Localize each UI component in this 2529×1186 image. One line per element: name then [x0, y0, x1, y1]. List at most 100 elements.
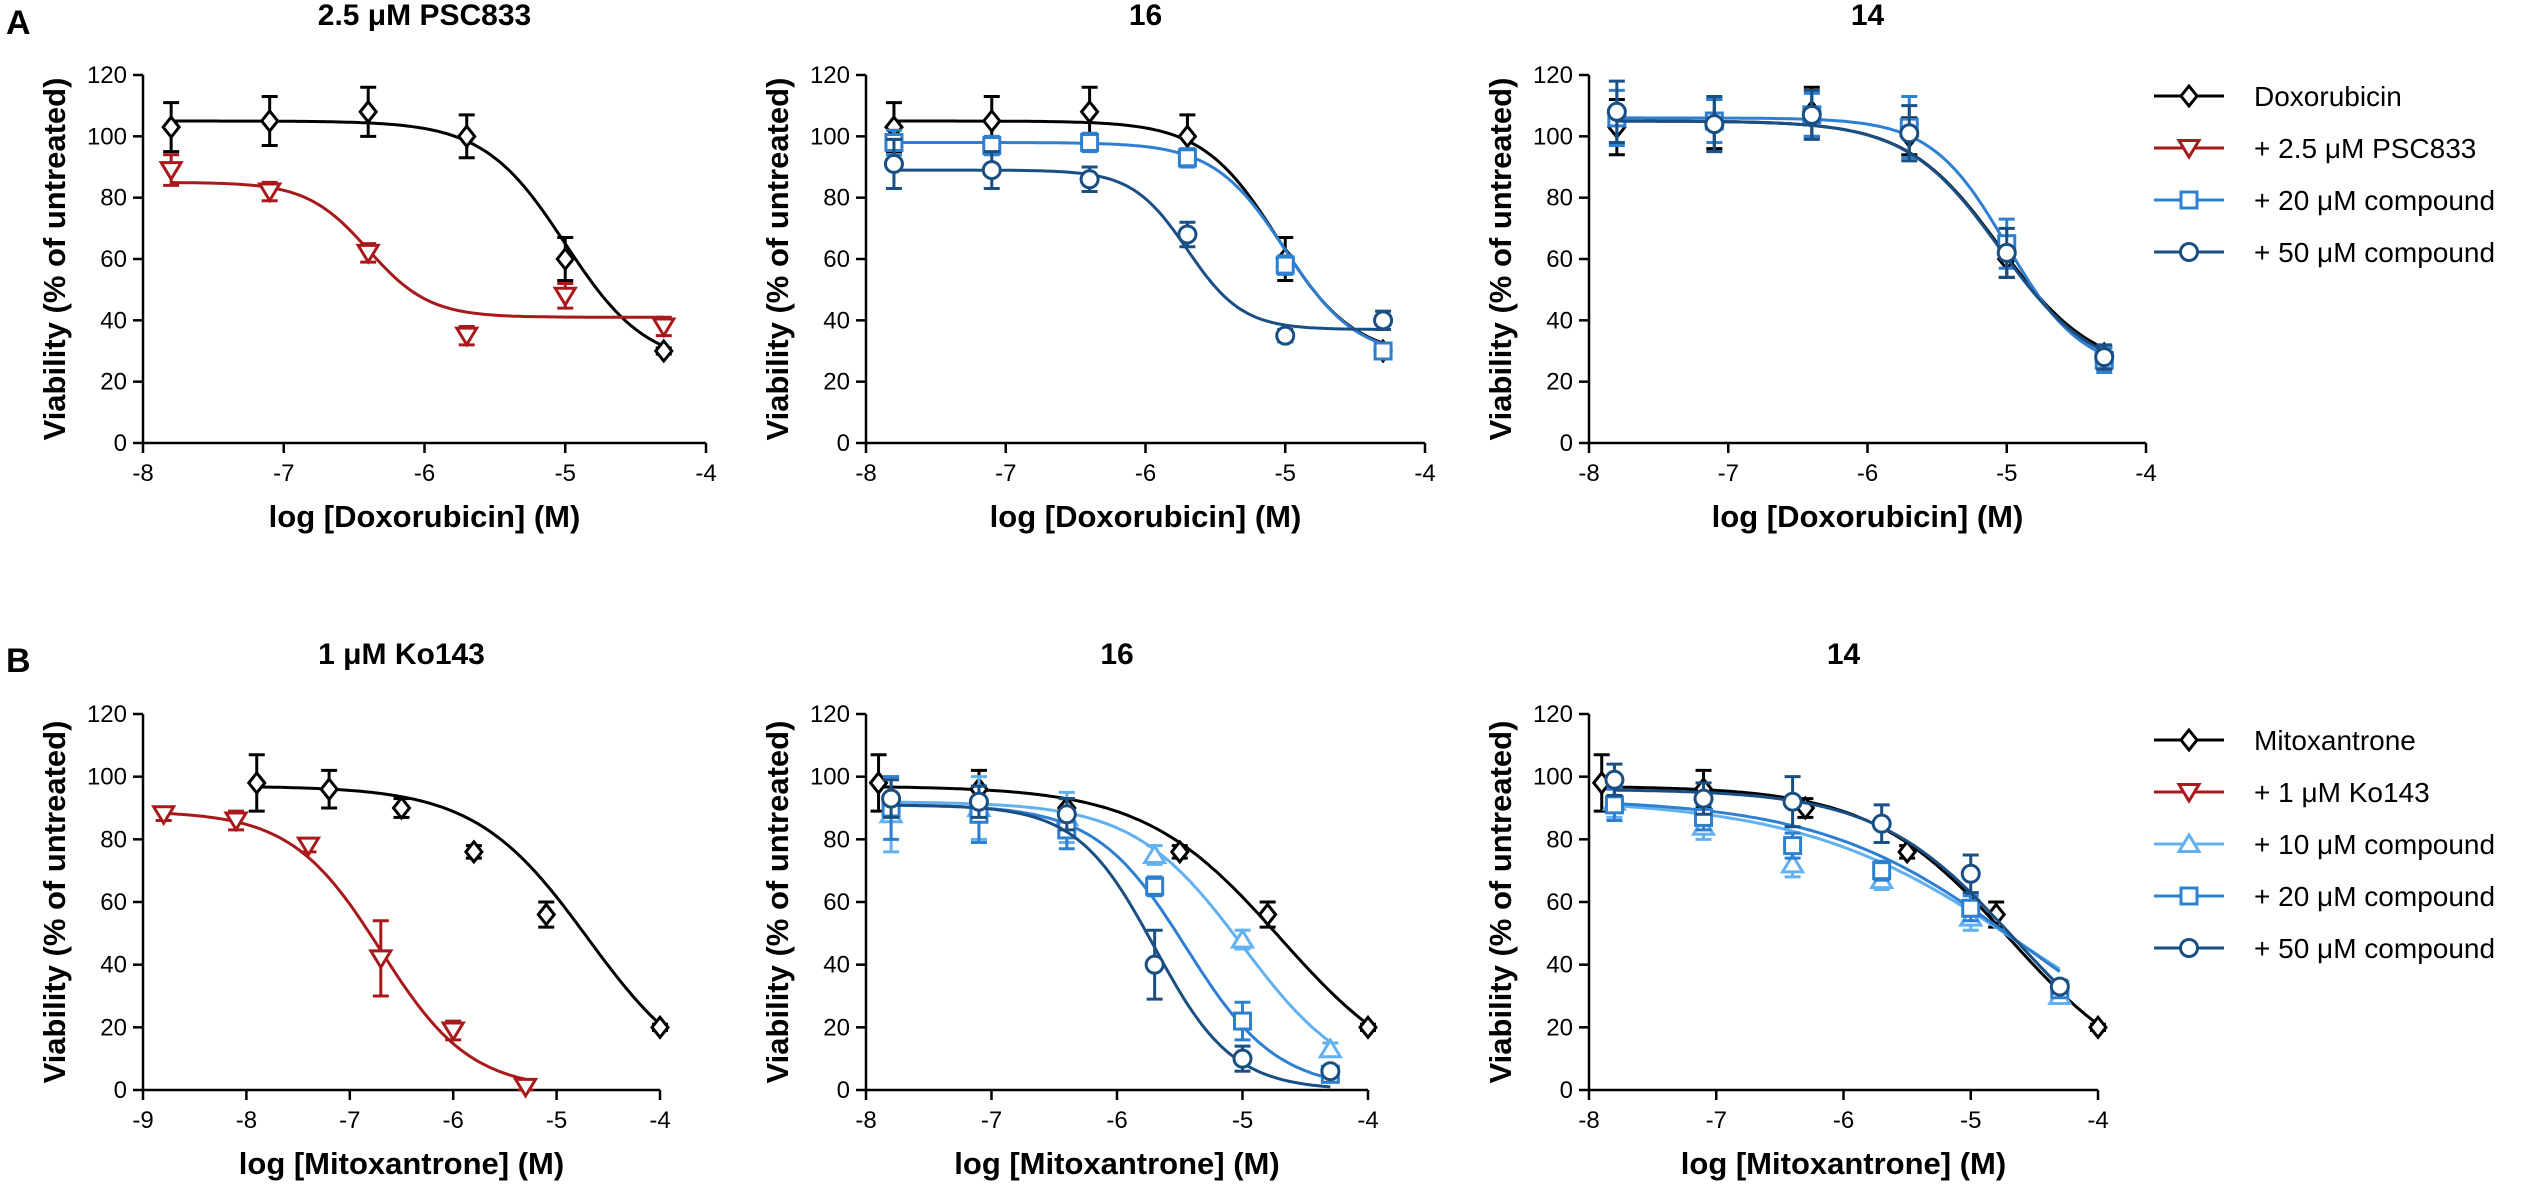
- x-tick-label: -6: [414, 460, 435, 487]
- x-tick-label: -6: [1857, 460, 1878, 487]
- y-tick-label: 80: [1546, 826, 1573, 853]
- series--20-m-compound: [881, 775, 1340, 1084]
- y-tick-label: 80: [823, 185, 850, 212]
- data-point: [246, 770, 267, 796]
- data-point: [555, 246, 576, 272]
- data-point: [1801, 104, 1822, 125]
- fit-curve: [891, 803, 1331, 1089]
- y-tick-label: 40: [100, 307, 127, 334]
- legend-label: Mitoxantrone: [2254, 725, 2416, 756]
- legend-doxorubicin: Doxorubicin + 2.5 μM PSC833 + 20 μM compou…: [2154, 81, 2495, 268]
- y-tick-label: 120: [1533, 701, 1573, 728]
- data-point: [1604, 769, 1625, 790]
- legends-group: Doxorubicin + 2.5 μM PSC833 + 20 μM compou…: [2154, 81, 2495, 964]
- data-point: [259, 108, 280, 134]
- chart-title: 2.5 μM PSC833: [318, 0, 531, 32]
- y-tick-label: 120: [1533, 62, 1573, 89]
- y-tick-label: 80: [1546, 185, 1573, 212]
- legend-label: + 1 μM Ko143: [2254, 777, 2430, 808]
- series--20-m-compound: [884, 128, 1393, 361]
- legend-item: + 50 μM compound: [2154, 933, 2495, 964]
- legend-label: Doxorubicin: [2254, 81, 2402, 112]
- x-tick-label: -6: [1833, 1107, 1854, 1134]
- chart-title: 14: [1827, 638, 1861, 671]
- x-tick-label: -5: [1275, 460, 1296, 487]
- x-axis-label: log [Doxorubicin] (M): [269, 499, 581, 534]
- y-tick-label: 60: [823, 246, 850, 273]
- legend-label: + 50 μM compound: [2254, 237, 2495, 268]
- data-point: [1079, 169, 1100, 190]
- data-point: [1233, 1011, 1252, 1031]
- y-tick-label: 0: [1560, 1077, 1573, 1104]
- fit-curve: [1616, 119, 2105, 350]
- y-tick-label: 120: [810, 62, 850, 89]
- data-point: [552, 286, 578, 308]
- data-point: [151, 805, 177, 827]
- y-tick-label: 80: [100, 826, 127, 853]
- chart-b1: 1 μM Ko143 0 20 40 60 80 100 120 -9 -8 -7 -6 -5 -4 log…: [37, 638, 671, 1181]
- panel-label-a: A: [6, 4, 31, 42]
- x-tick-label: -8: [855, 460, 876, 487]
- legend-mitoxantrone: Mitoxantrone + 1 μM Ko143 + 10 μM compound…: [2154, 725, 2495, 964]
- legend-item: + 20 μM compound: [2154, 881, 2495, 912]
- data-point: [1177, 123, 1198, 149]
- legend-item: + 2.5 μM PSC833: [2154, 133, 2476, 164]
- fit-curve: [894, 168, 1384, 331]
- chart-a2: 16 0 20 40 60 80 100 120 -8 -7 -6 -5 -4 log [Doxorubi…: [760, 0, 1436, 534]
- data-point: [881, 788, 902, 809]
- y-tick-label: 120: [87, 62, 127, 89]
- data-point: [1080, 132, 1100, 152]
- data-point: [981, 108, 1002, 134]
- data-point: [651, 317, 677, 339]
- fit-curve: [894, 141, 1384, 346]
- legend-item: + 50 μM compound: [2154, 237, 2495, 268]
- y-tick-label: 0: [1560, 430, 1573, 457]
- x-tick-label: -7: [995, 460, 1016, 487]
- fit-curve: [1614, 788, 2061, 988]
- y-tick-label: 20: [823, 1014, 850, 1041]
- x-axis-label: log [Doxorubicin] (M): [1712, 499, 2024, 534]
- data-point: [1960, 863, 1981, 884]
- data-point: [1079, 99, 1100, 125]
- y-tick-label: 100: [1533, 123, 1573, 150]
- data-point: [1229, 927, 1256, 949]
- data-point: [1145, 876, 1165, 896]
- panel-label-b: B: [6, 642, 31, 680]
- x-tick-label: -7: [273, 460, 294, 487]
- x-tick-label: -8: [132, 460, 153, 487]
- y-tick-label: 0: [114, 1077, 127, 1104]
- x-tick-label: -5: [1996, 460, 2017, 487]
- data-point: [1961, 898, 1981, 918]
- data-point: [1275, 255, 1295, 275]
- data-point: [653, 338, 674, 364]
- data-point: [463, 839, 484, 865]
- series--50-m-compound: [883, 137, 1394, 346]
- series--1-m-ko143: [151, 805, 539, 1099]
- data-point: [158, 161, 184, 182]
- series-doxorubicin: [1606, 85, 2115, 367]
- x-tick-label: -8: [1578, 1107, 1599, 1134]
- series-mitoxantrone: [246, 753, 670, 1040]
- chart-title: 16: [1100, 638, 1133, 671]
- series-mitoxantrone: [868, 753, 1378, 1040]
- x-tick-label: -4: [2135, 460, 2156, 487]
- fit-curve: [891, 803, 1331, 1081]
- legend-marker: [2176, 832, 2202, 853]
- legend-label: + 20 μM compound: [2254, 881, 2495, 912]
- y-tick-label: 20: [100, 369, 127, 396]
- data-point: [650, 1014, 670, 1040]
- x-axis-label: log [Mitoxantrone] (M): [954, 1146, 1279, 1181]
- legend-item: Mitoxantrone: [2154, 725, 2416, 756]
- y-tick-label: 100: [810, 764, 850, 791]
- data-point: [1606, 101, 1627, 122]
- x-tick-label: -4: [2087, 1107, 2108, 1134]
- data-point: [536, 902, 557, 927]
- data-point: [1782, 791, 1803, 812]
- y-tick-label: 60: [100, 246, 127, 273]
- data-point: [257, 182, 283, 204]
- y-tick-label: 100: [810, 123, 850, 150]
- data-point: [2094, 347, 2115, 368]
- chart-a3: 14 0 20 40 60 80 100 120 -8 -7 -6 -5 -4 log [Doxorubi…: [1483, 0, 2157, 534]
- y-axis-label: Viability (% of untreated): [37, 78, 72, 441]
- x-tick-label: -8: [1578, 460, 1599, 487]
